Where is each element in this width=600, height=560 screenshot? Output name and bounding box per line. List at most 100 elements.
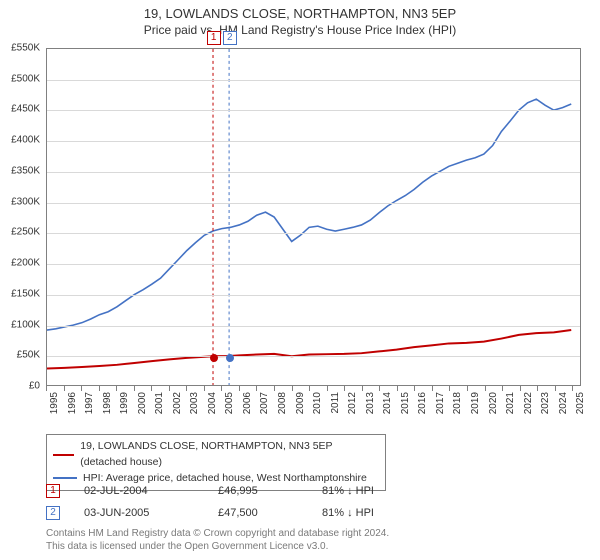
y-tick-label: £300K (11, 196, 40, 207)
x-tick-label: 2021 (505, 392, 516, 414)
x-tick (572, 386, 573, 391)
gridline-h (47, 80, 580, 81)
gridline-h (47, 356, 580, 357)
x-tick-label: 1998 (102, 392, 113, 414)
x-tick-label: 2024 (558, 392, 569, 414)
x-tick (116, 386, 117, 391)
gridline-h (47, 326, 580, 327)
x-tick-label: 2009 (295, 392, 306, 414)
x-tick (256, 386, 257, 391)
x-tick (414, 386, 415, 391)
sale-row: 1 02-JUL-2004 £46,995 81% ↓ HPI (46, 480, 556, 502)
y-tick-label: £50K (17, 350, 40, 361)
series-price_paid (47, 330, 571, 368)
x-tick-label: 1995 (49, 392, 60, 414)
x-tick (151, 386, 152, 391)
x-tick-label: 2011 (330, 392, 341, 414)
x-tick (520, 386, 521, 391)
x-tick (467, 386, 468, 391)
y-tick-label: £350K (11, 165, 40, 176)
x-tick-label: 1996 (67, 392, 78, 414)
sale-row: 2 03-JUN-2005 £47,500 81% ↓ HPI (46, 502, 556, 524)
x-tick-label: 2007 (259, 392, 270, 414)
x-tick (239, 386, 240, 391)
x-tick-label: 2013 (365, 392, 376, 414)
y-tick-label: £450K (11, 104, 40, 115)
x-tick-label: 2019 (470, 392, 481, 414)
chart-container: 19, LOWLANDS CLOSE, NORTHAMPTON, NN3 5EP… (0, 0, 600, 560)
x-tick-label: 2004 (207, 392, 218, 414)
x-tick-label: 2008 (277, 392, 288, 414)
sale-row-price: £47,500 (218, 507, 298, 519)
source-line-1: Contains HM Land Registry data © Crown c… (46, 528, 556, 541)
legend-swatch (53, 454, 74, 456)
x-tick (397, 386, 398, 391)
x-tick (274, 386, 275, 391)
sale-dot (226, 354, 234, 362)
x-tick (292, 386, 293, 391)
x-tick-label: 2000 (137, 392, 148, 414)
sale-row-price: £46,995 (218, 485, 298, 497)
x-tick-label: 2001 (154, 392, 165, 414)
x-tick (344, 386, 345, 391)
y-axis-labels: £0£50K£100K£150K£200K£250K£300K£350K£400… (0, 48, 44, 386)
y-tick-label: £100K (11, 319, 40, 330)
sale-row-diff: 81% ↓ HPI (322, 507, 482, 519)
x-tick (502, 386, 503, 391)
x-tick-label: 2014 (382, 392, 393, 414)
x-tick-label: 2020 (488, 392, 499, 414)
x-tick-label: 2005 (224, 392, 235, 414)
legend-row: 19, LOWLANDS CLOSE, NORTHAMPTON, NN3 5EP… (53, 439, 379, 471)
x-tick-label: 2010 (312, 392, 323, 414)
source-line-2: This data is licensed under the Open Gov… (46, 541, 556, 554)
gridline-h (47, 264, 580, 265)
gridline-h (47, 203, 580, 204)
x-tick (327, 386, 328, 391)
legend-label: 19, LOWLANDS CLOSE, NORTHAMPTON, NN3 5EP… (80, 439, 379, 471)
x-tick (169, 386, 170, 391)
x-tick (221, 386, 222, 391)
x-tick-label: 2015 (400, 392, 411, 414)
x-tick-label: 2006 (242, 392, 253, 414)
x-tick (379, 386, 380, 391)
x-tick-label: 1997 (84, 392, 95, 414)
lines-svg (47, 49, 580, 385)
gridline-h (47, 295, 580, 296)
x-axis-labels: 1995199619971998199920002001200220032004… (46, 386, 581, 430)
x-tick (449, 386, 450, 391)
x-tick-label: 2022 (523, 392, 534, 414)
gridline-h (47, 141, 580, 142)
x-tick (485, 386, 486, 391)
x-tick-label: 2018 (452, 392, 463, 414)
sale-rows: 1 02-JUL-2004 £46,995 81% ↓ HPI 2 03-JUN-2005… (46, 480, 556, 524)
gridline-h (47, 172, 580, 173)
x-tick (134, 386, 135, 391)
x-tick (81, 386, 82, 391)
x-tick (555, 386, 556, 391)
x-tick-label: 2025 (575, 392, 586, 414)
y-tick-label: £400K (11, 135, 40, 146)
x-tick-label: 2002 (172, 392, 183, 414)
x-tick-label: 2023 (540, 392, 551, 414)
y-tick-label: £200K (11, 258, 40, 269)
x-tick (99, 386, 100, 391)
x-tick-label: 1999 (119, 392, 130, 414)
x-tick-label: 2017 (435, 392, 446, 414)
gridline-h (47, 110, 580, 111)
x-tick (186, 386, 187, 391)
sale-row-idx: 2 (46, 506, 60, 520)
x-tick (432, 386, 433, 391)
y-tick-label: £0 (29, 381, 40, 392)
x-tick (537, 386, 538, 391)
x-tick (362, 386, 363, 391)
x-tick (46, 386, 47, 391)
x-tick (204, 386, 205, 391)
sale-row-diff: 81% ↓ HPI (322, 485, 482, 497)
x-tick (309, 386, 310, 391)
y-tick-label: £250K (11, 227, 40, 238)
y-tick-label: £500K (11, 73, 40, 84)
sale-row-idx: 1 (46, 484, 60, 498)
chart-title: 19, LOWLANDS CLOSE, NORTHAMPTON, NN3 5EP (0, 0, 600, 21)
sale-row-date: 03-JUN-2005 (84, 507, 194, 519)
sale-row-date: 02-JUL-2004 (84, 485, 194, 497)
